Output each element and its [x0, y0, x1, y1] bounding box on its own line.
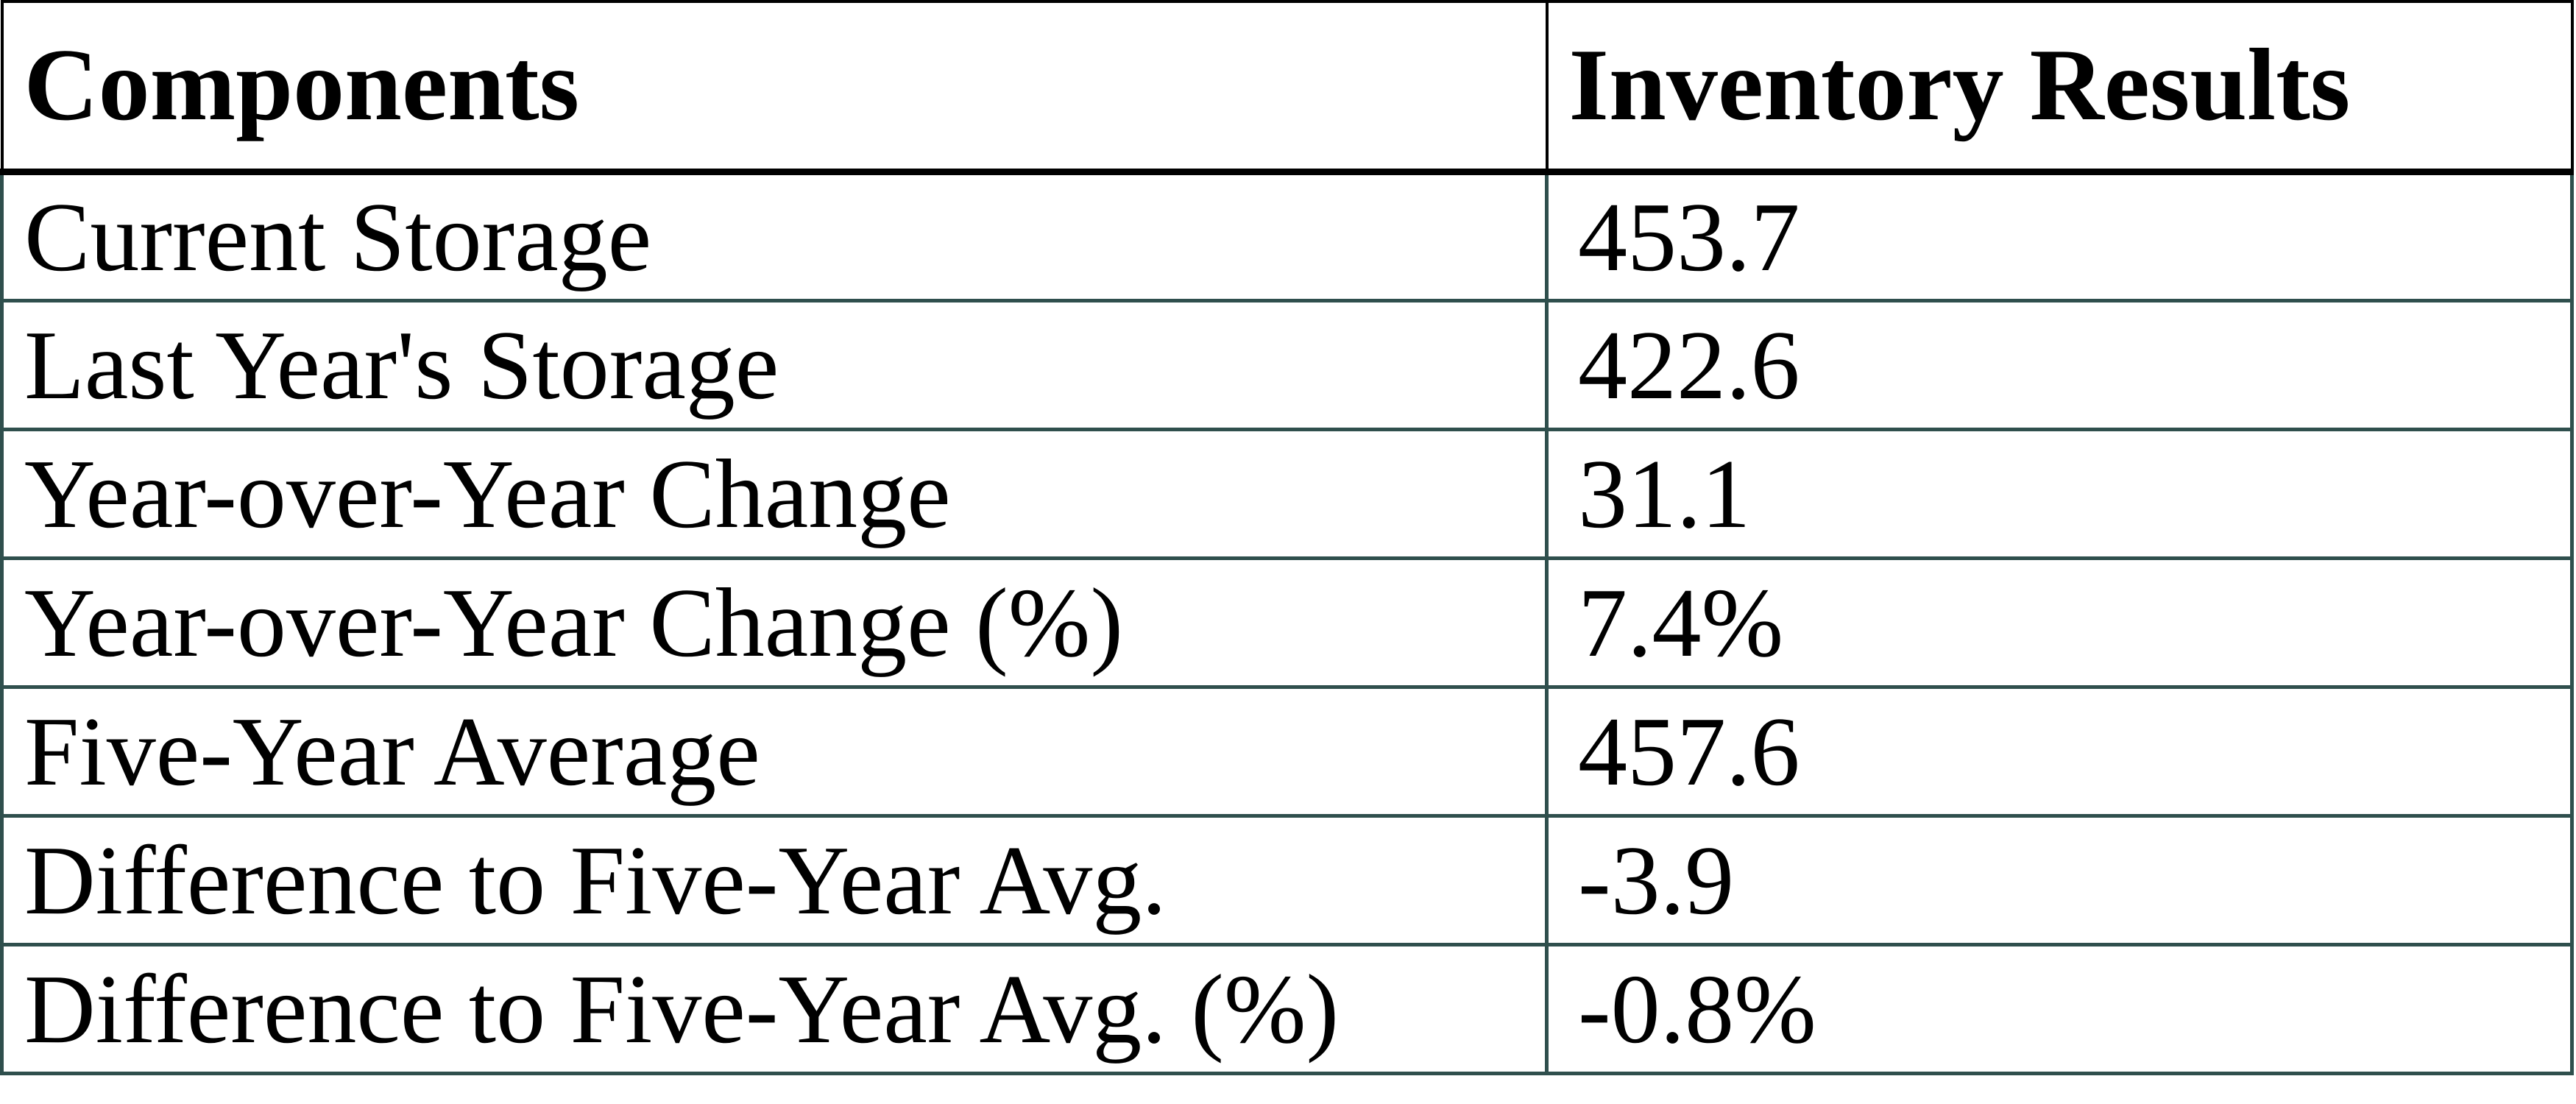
table-body: Current Storage 453.7 Last Year's Storage 4… [0, 169, 2574, 1075]
table-row: Difference to Five-Year Avg. -3.9 [0, 813, 2574, 946]
table-row: Year-over-Year Change 31.1 [0, 427, 2574, 560]
inventory-value-cell: 31.1 [1545, 427, 2574, 560]
component-label-cell: Year-over-Year Change [0, 427, 1549, 560]
header-cell-inventory-results: Inventory Results [1545, 0, 2574, 175]
inventory-results-table: Components Inventory Results Current Sto… [0, 0, 2574, 1075]
table-row: Difference to Five-Year Avg. (%) -0.8% [0, 942, 2574, 1075]
inventory-value-cell: 457.6 [1545, 684, 2574, 818]
table-row: Last Year's Storage 422.6 [0, 298, 2574, 431]
component-label-cell: Last Year's Storage [0, 298, 1549, 431]
inventory-value-cell: 422.6 [1545, 298, 2574, 431]
component-label-cell: Year-over-Year Change (%) [0, 556, 1549, 689]
inventory-value-cell: -3.9 [1545, 813, 2574, 946]
component-label-cell: Difference to Five-Year Avg. [0, 813, 1549, 946]
component-label-cell: Current Storage [0, 169, 1549, 302]
table-header: Components Inventory Results [0, 0, 2574, 175]
component-label-cell: Difference to Five-Year Avg. (%) [0, 942, 1549, 1075]
header-cell-components: Components [0, 0, 1549, 175]
table-row: Year-over-Year Change (%) 7.4% [0, 556, 2574, 689]
inventory-value-cell: -0.8% [1545, 942, 2574, 1075]
inventory-value-cell: 7.4% [1545, 556, 2574, 689]
component-label-cell: Five-Year Average [0, 684, 1549, 818]
table-row: Five-Year Average 457.6 [0, 684, 2574, 818]
table-row: Current Storage 453.7 [0, 169, 2574, 302]
inventory-value-cell: 453.7 [1545, 169, 2574, 302]
header-row: Components Inventory Results [0, 0, 2574, 175]
